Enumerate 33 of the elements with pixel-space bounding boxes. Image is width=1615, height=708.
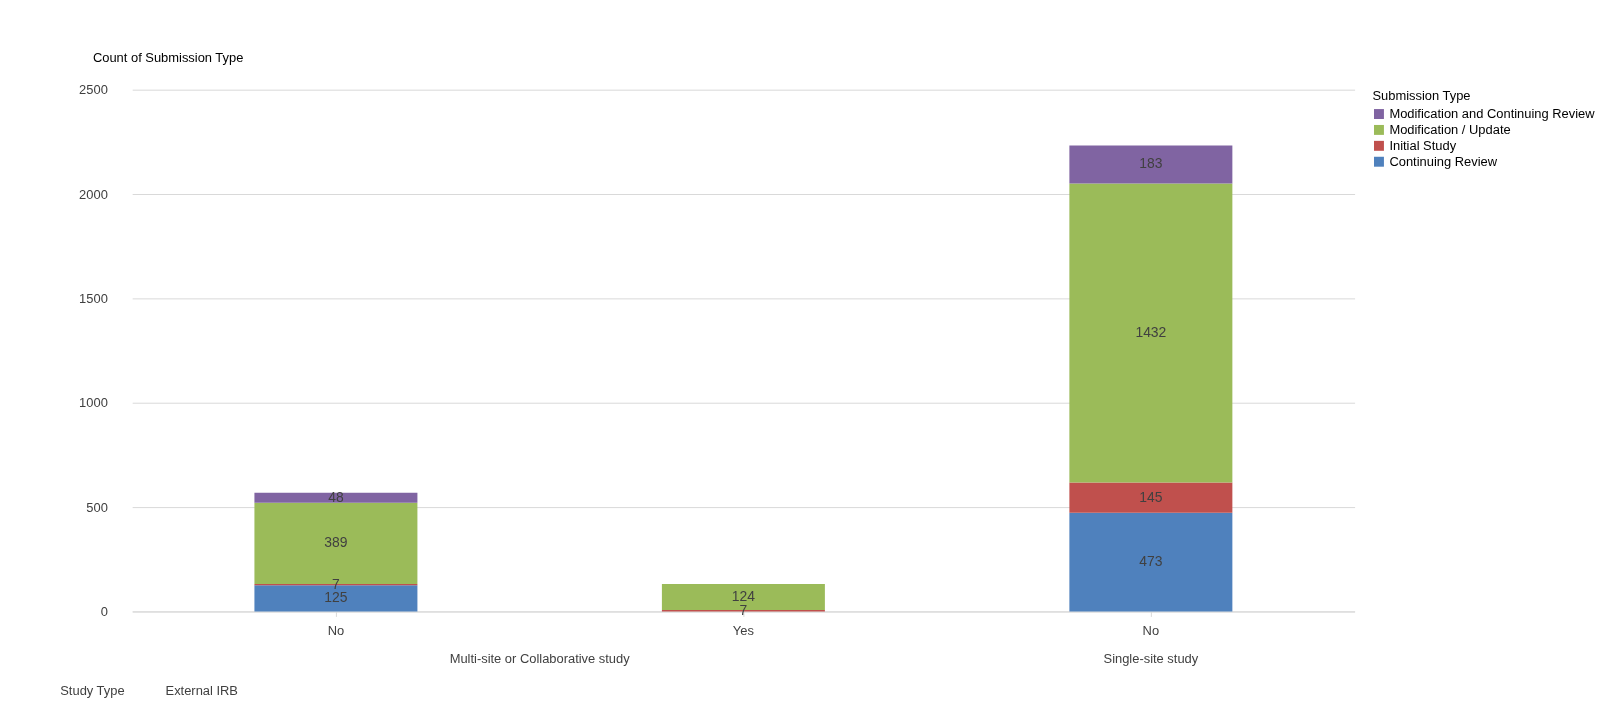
y-axis-title: Count of Submission Type bbox=[92, 50, 244, 66]
x-tick-label: No bbox=[327, 622, 345, 638]
data-label: 7 bbox=[332, 575, 341, 592]
bar bbox=[1069, 145, 1233, 184]
x-tick-label: No bbox=[1142, 622, 1160, 638]
bar bbox=[1069, 482, 1233, 513]
y-tick-label: 500 bbox=[86, 499, 108, 515]
bar bbox=[1069, 183, 1233, 483]
text: Study Type bbox=[60, 682, 125, 698]
legend-label: Modification and Continuing Review bbox=[1389, 106, 1596, 121]
legend-title: Submission Type bbox=[1372, 87, 1471, 103]
data-label: 145 bbox=[1139, 488, 1163, 505]
bar bbox=[254, 492, 418, 503]
y-tick-label: 1000 bbox=[79, 395, 108, 411]
y-tick-label: 2500 bbox=[79, 82, 108, 98]
data-label: 473 bbox=[1139, 553, 1163, 570]
data-label: 124 bbox=[731, 588, 756, 605]
text: External IRB bbox=[165, 682, 238, 698]
y-tick-label: 1500 bbox=[79, 290, 108, 306]
text: Single-site study bbox=[1103, 651, 1199, 667]
y-tick-label: 2000 bbox=[79, 186, 108, 202]
data-label: 48 bbox=[328, 488, 344, 505]
text: Multi-site or Collaborative study bbox=[449, 651, 631, 667]
data-label: 183 bbox=[1139, 155, 1163, 172]
legend-label: Modification / Update bbox=[1389, 121, 1511, 137]
x-tick-label: Yes bbox=[732, 622, 754, 638]
data-label: 1432 bbox=[1135, 324, 1167, 340]
legend-label: Initial Study bbox=[1389, 137, 1457, 153]
y-tick-label: 0 bbox=[100, 603, 108, 619]
data-label: 125 bbox=[324, 589, 348, 606]
legend-label: Continuing Review bbox=[1389, 153, 1498, 169]
bar bbox=[1069, 512, 1233, 612]
data-label: 389 bbox=[324, 534, 348, 551]
